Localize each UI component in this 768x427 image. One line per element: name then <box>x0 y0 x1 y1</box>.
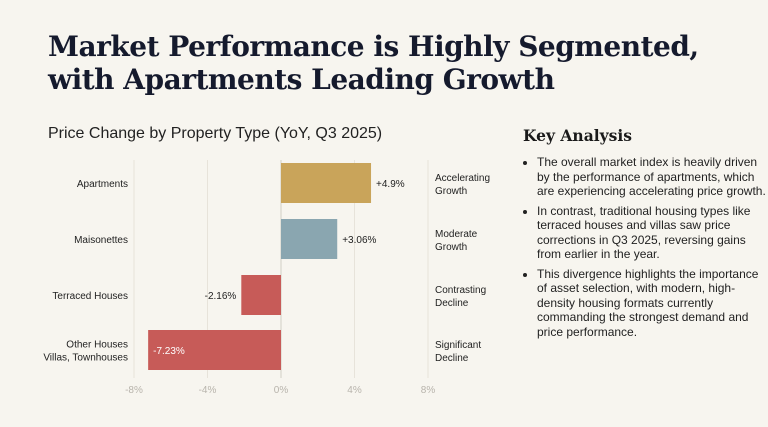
category-label: Apartments <box>77 179 128 190</box>
value-label: +3.06% <box>342 235 376 246</box>
annotation-label-line: Decline <box>435 298 469 309</box>
annotation-label-line: Growth <box>435 186 467 197</box>
value-label: -2.16% <box>205 291 237 302</box>
bar <box>148 330 281 370</box>
annotation-label-line: Significant <box>435 340 481 351</box>
bar <box>281 219 338 259</box>
annotation-label-line: Decline <box>435 353 469 364</box>
category-label-line: Other Houses <box>66 340 128 351</box>
annotation-label-line: Contrasting <box>435 285 486 296</box>
value-label: -7.23% <box>153 346 185 357</box>
bar <box>281 163 372 203</box>
value-label: +4.9% <box>376 179 405 190</box>
annotation-label-line: Accelerating <box>435 173 490 184</box>
category-label-line: Apartments <box>77 179 128 190</box>
annotation-label: Accelerating Growth <box>435 173 490 197</box>
category-label: Maisonettes <box>74 235 128 246</box>
analysis-title: Key Analysis <box>523 126 632 145</box>
x-tick-label: -4% <box>199 385 217 396</box>
analysis-point: This divergence highlights the importanc… <box>537 267 768 340</box>
annotation-label: Contrasting Decline <box>435 285 486 309</box>
analysis-points: The overall market index is heavily driv… <box>512 155 768 344</box>
labels: -8% -4% 0% 4% 8% Apartments +4.9% Accelerating G… <box>43 173 490 396</box>
page-title: Market Performance is Highly Segmented, … <box>48 30 728 96</box>
category-label-line: Villas, Townhouses <box>43 353 128 364</box>
chart-title: Price Change by Property Type (YoY, Q3 2… <box>48 125 383 142</box>
x-tick-label: 0% <box>274 385 289 396</box>
annotation-label-line: Moderate <box>435 229 478 240</box>
annotation-label-line: Growth <box>435 242 467 253</box>
x-tick-label: 8% <box>421 385 436 396</box>
annotation-label: Moderate Growth <box>435 229 478 253</box>
bar <box>241 275 281 315</box>
analysis-point: The overall market index is heavily driv… <box>537 155 768 199</box>
bars <box>148 163 372 370</box>
page-title-line-2: with Apartments Leading Growth <box>48 63 555 96</box>
category-label: Other Houses Villas, Townhouses <box>43 340 128 364</box>
x-tick-label: -8% <box>125 385 143 396</box>
analysis-point: In contrast, traditional housing types l… <box>537 204 768 262</box>
x-tick-label: 4% <box>347 385 362 396</box>
page-title-line-1: Market Performance is Highly Segmented, <box>48 30 699 63</box>
category-label-line: Maisonettes <box>74 235 128 246</box>
category-label: Terraced Houses <box>52 291 128 302</box>
annotation-label: Significant Decline <box>435 340 481 364</box>
category-label-line: Terraced Houses <box>52 291 128 302</box>
